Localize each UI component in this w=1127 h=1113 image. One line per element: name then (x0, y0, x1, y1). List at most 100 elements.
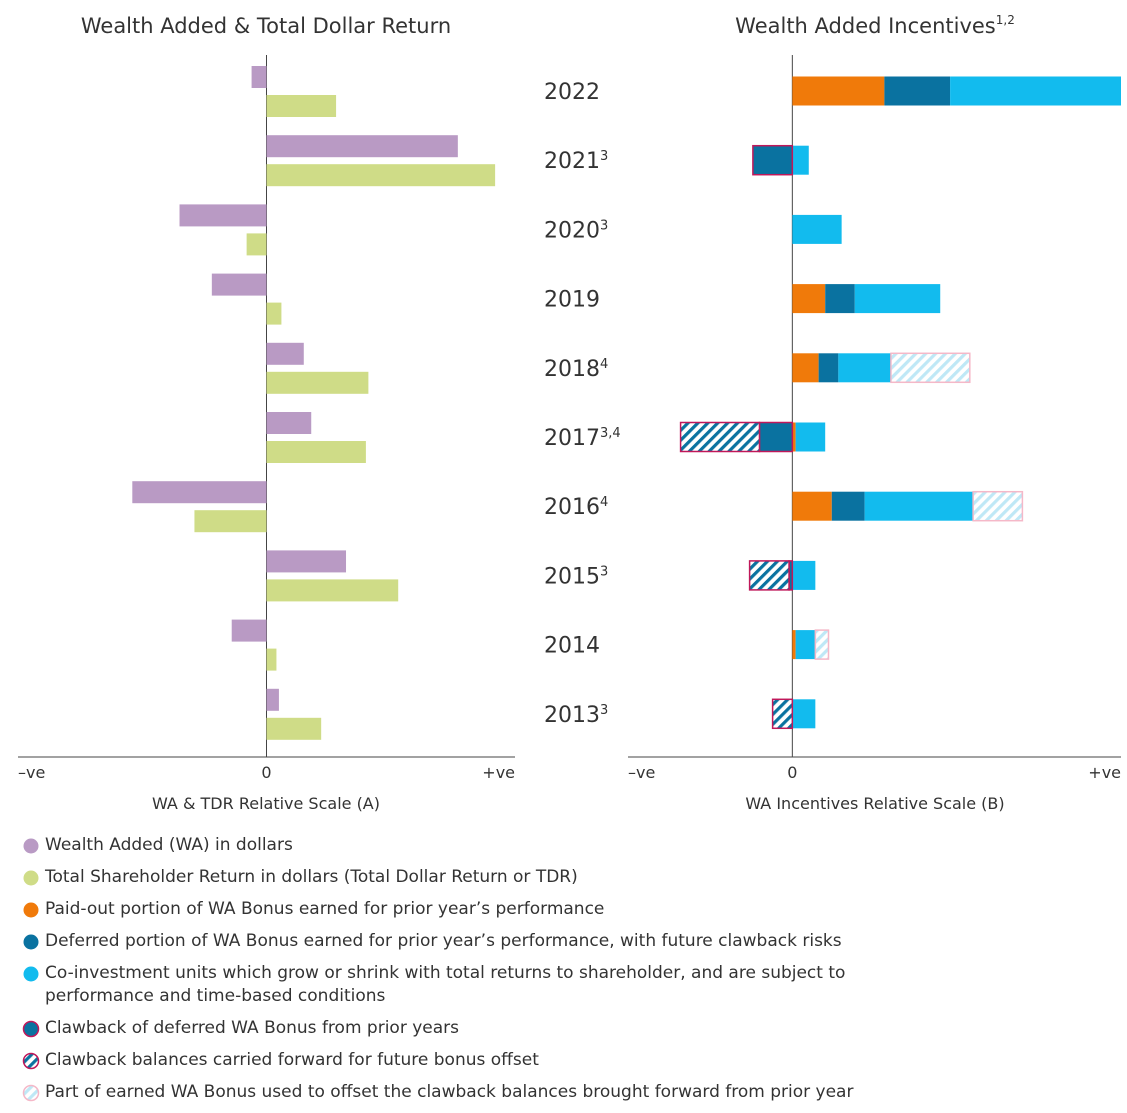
chart-title: Wealth Added & Total Dollar Return (81, 14, 451, 38)
bar (231, 619, 267, 642)
category-label: 20164 (544, 495, 608, 520)
bar-segment (792, 214, 842, 244)
bar-segment (854, 284, 941, 314)
bar-segment (792, 284, 826, 314)
category-label: 2014 (544, 634, 600, 659)
bar (266, 441, 366, 463)
title-text: Wealth Added & Total Dollar Return (81, 14, 451, 38)
year-note: 3 (600, 149, 608, 164)
legend-swatch (22, 1020, 40, 1038)
bar-segment (679, 421, 761, 453)
chart-title: Wealth Added Incentives1,2 (735, 13, 1015, 38)
legend-item: Clawback balances carried forward for fu… (22, 1049, 1112, 1072)
year: 2016 (544, 495, 600, 520)
bar (266, 550, 347, 573)
legend-swatch (23, 838, 39, 854)
bar-segment (758, 421, 794, 453)
bar-segment (838, 353, 891, 383)
bar (266, 302, 282, 325)
x-tick-label: 0 (787, 763, 797, 782)
bar-segment (792, 76, 885, 106)
bar-segment (752, 144, 794, 176)
legend-swatch (22, 1052, 40, 1070)
bar (266, 164, 496, 187)
bar (266, 135, 458, 158)
legend-label: Wealth Added (WA) in dollars (45, 835, 293, 855)
bar (266, 688, 279, 711)
category-label: 20184 (544, 357, 608, 382)
year-note: 3 (600, 564, 608, 579)
legend-marker (23, 870, 39, 886)
bar-segment (864, 491, 974, 521)
category-label: 20203 (544, 218, 608, 243)
year: 2021 (544, 149, 600, 174)
legend-item: Co-investment units which grow or shrink… (22, 962, 1112, 1008)
bar-segment (950, 76, 1121, 106)
legend-marker (23, 934, 39, 950)
legend-item: Wealth Added (WA) in dollars (22, 834, 1112, 857)
bar-segment (972, 490, 1024, 522)
legend-label: Clawback balances carried forward for fu… (45, 1050, 539, 1070)
bar-segment (792, 630, 796, 660)
legend-swatch (22, 1084, 40, 1102)
category-label: 20153 (544, 564, 608, 589)
year-note: 4 (600, 357, 608, 372)
legend-marker (22, 1020, 40, 1038)
legend-label: Total Shareholder Return in dollars (Tot… (45, 867, 578, 887)
legend-label: Deferred portion of WA Bonus earned for … (45, 931, 842, 951)
bar (266, 648, 277, 671)
legend-item: Clawback of deferred WA Bonus from prior… (22, 1017, 1112, 1040)
year: 2015 (544, 564, 600, 589)
bar-segment (814, 629, 830, 660)
legend-marker (23, 838, 39, 854)
bar (179, 204, 267, 227)
x-tick-label: –ve (18, 763, 45, 782)
legend-swatch (23, 870, 39, 886)
bar (266, 371, 369, 394)
x-axis-label: WA & TDR Relative Scale (A) (152, 794, 380, 813)
bar-segment (792, 422, 796, 452)
legend: Wealth Added (WA) in dollars Total Shareh… (22, 834, 1112, 1113)
legend-label: Co-investment units which grow or shrink… (45, 963, 846, 1006)
legend-label: Part of earned WA Bonus used to offset t… (45, 1082, 854, 1102)
legend-marker (23, 966, 39, 982)
bar-segment (884, 76, 951, 106)
legend-marker (23, 902, 39, 918)
bar (266, 342, 304, 365)
category-label: 20213 (544, 149, 608, 174)
legend-item: Part of earned WA Bonus used to offset t… (22, 1081, 1112, 1104)
bar (194, 510, 267, 533)
bar-segment (831, 491, 865, 521)
x-tick-label: –ve (628, 763, 655, 782)
legend-swatch (23, 934, 39, 950)
bar-segment (792, 145, 809, 175)
x-axis-label: WA Incentives Relative Scale (B) (745, 794, 1004, 813)
x-tick-label: +ve (1088, 763, 1121, 782)
title-note: 1,2 (996, 13, 1015, 27)
category-label: 20133 (544, 703, 608, 728)
year: 2020 (544, 218, 600, 243)
legend-item: Deferred portion of WA Bonus earned for … (22, 930, 1112, 953)
bar-segment (825, 284, 855, 314)
year-note: 3 (600, 703, 608, 718)
year-note: 4 (600, 495, 608, 510)
title-text: Wealth Added Incentives (735, 14, 996, 38)
bar-segment (795, 630, 816, 660)
bar (211, 273, 267, 296)
legend-swatch (23, 966, 39, 982)
bar-segment (818, 353, 839, 383)
legend-swatch (23, 902, 39, 918)
legend-label: Paid-out portion of WA Bonus earned for … (45, 899, 605, 919)
year: 2014 (544, 634, 600, 659)
category-label: 2019 (544, 288, 600, 313)
category-label: 20173,4 (544, 426, 621, 451)
year-note: 3,4 (600, 426, 621, 441)
bar (266, 579, 399, 602)
year: 2022 (544, 80, 600, 105)
x-tick-label: 0 (261, 763, 271, 782)
bar-segment (792, 353, 819, 383)
legend-marker (22, 1052, 40, 1070)
bar (266, 717, 322, 740)
year: 2018 (544, 357, 600, 382)
